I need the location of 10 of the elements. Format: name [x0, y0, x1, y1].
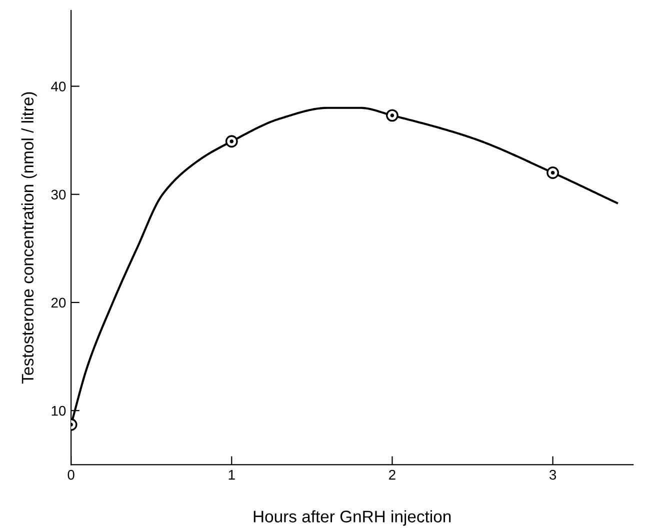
x-axis-title: Hours after GnRH injection: [254, 510, 451, 526]
x-tick-label: 3: [549, 470, 556, 480]
y-tick-label: 40: [51, 82, 66, 92]
y-tick-label: 30: [51, 190, 66, 200]
y-tick-label: 10: [52, 406, 66, 416]
y-tick-label: 20: [51, 298, 66, 308]
x-tick-label: 2: [389, 470, 396, 480]
x-tick-label: 0: [68, 470, 74, 480]
x-tick-label: 1: [228, 470, 235, 480]
y-axis-title: Testosterone concentration (nmol / litre): [21, 92, 37, 384]
